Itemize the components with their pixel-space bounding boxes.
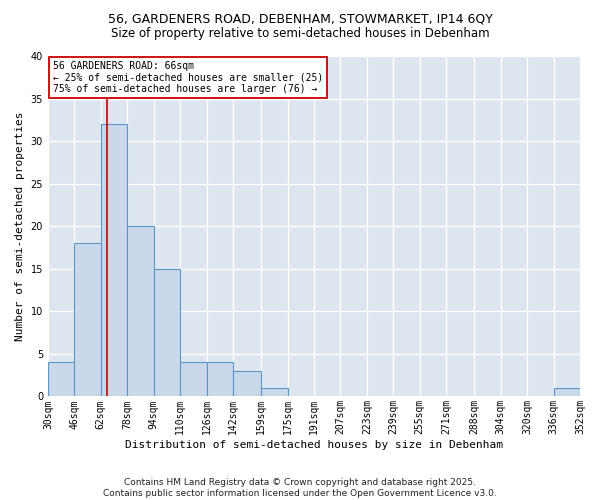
Y-axis label: Number of semi-detached properties: Number of semi-detached properties [15,112,25,341]
Bar [127,226,154,396]
Bar [48,362,74,396]
Text: 56, GARDENERS ROAD, DEBENHAM, STOWMARKET, IP14 6QY: 56, GARDENERS ROAD, DEBENHAM, STOWMARKET… [107,12,493,26]
Text: Contains HM Land Registry data © Crown copyright and database right 2025.
Contai: Contains HM Land Registry data © Crown c… [103,478,497,498]
Bar [206,362,233,396]
Bar [74,244,101,396]
Bar [154,269,180,396]
Text: 56 GARDENERS ROAD: 66sqm
← 25% of semi-detached houses are smaller (25)
75% of s: 56 GARDENERS ROAD: 66sqm ← 25% of semi-d… [53,60,323,94]
Text: Size of property relative to semi-detached houses in Debenham: Size of property relative to semi-detach… [110,28,490,40]
Bar [101,124,127,396]
Bar [180,362,206,396]
Bar [233,371,261,396]
Bar [261,388,287,396]
Bar [554,388,580,396]
X-axis label: Distribution of semi-detached houses by size in Debenham: Distribution of semi-detached houses by … [125,440,503,450]
